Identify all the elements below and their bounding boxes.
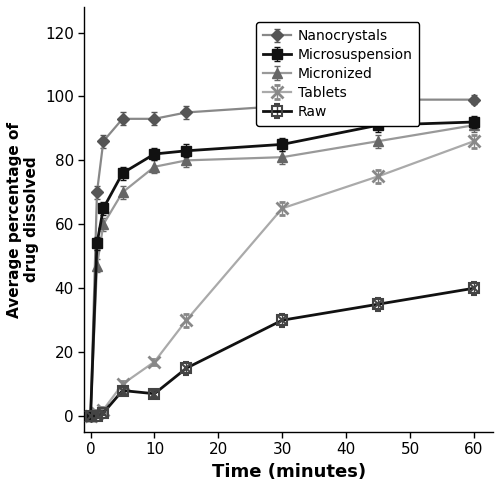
- Y-axis label: Average percentage of
drug dissolved: Average percentage of drug dissolved: [7, 122, 40, 318]
- Legend: Nanocrystals, Microsuspension, Micronized, Tablets, Raw: Nanocrystals, Microsuspension, Micronize…: [256, 22, 420, 126]
- X-axis label: Time (minutes): Time (minutes): [212, 463, 366, 481]
